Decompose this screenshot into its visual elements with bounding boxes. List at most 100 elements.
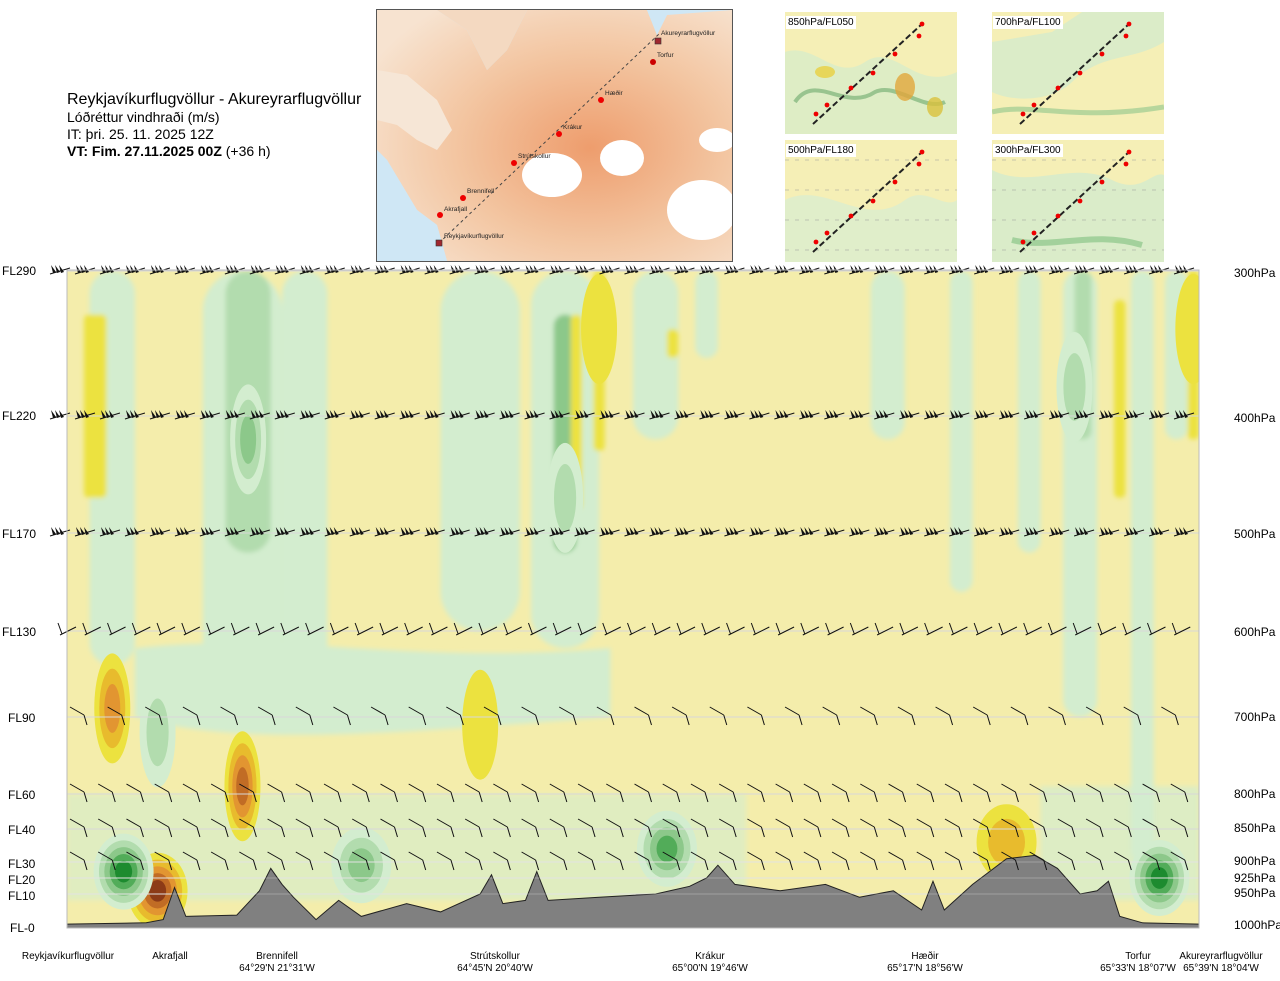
wind-barb <box>149 527 171 537</box>
wind-barb <box>380 851 398 871</box>
barb-pennant <box>150 410 156 418</box>
barb-pennant <box>575 410 581 418</box>
barb-pennant <box>325 265 331 273</box>
barb-pennant <box>450 265 456 273</box>
station-name: Akureyrarflugvöllur <box>1179 951 1263 962</box>
barb-shaft <box>374 267 395 275</box>
inset-700hpa[interactable]: 700hPa/FL100 <box>992 12 1164 134</box>
barb-shaft <box>803 783 819 793</box>
barb-pennant <box>179 265 185 273</box>
station-label: Reykjavíkurflugvöllur <box>22 951 114 963</box>
barb-shaft <box>916 818 931 828</box>
barb-pennant <box>633 410 639 418</box>
barb-flag <box>760 791 765 803</box>
wind-barb <box>577 851 596 871</box>
barb-shaft <box>524 267 545 275</box>
barb-flag <box>732 826 737 838</box>
barb-flag <box>563 791 568 803</box>
wind-barb <box>948 622 968 636</box>
barb-shaft <box>333 706 348 716</box>
wind-barb <box>257 706 276 726</box>
barb-pennant <box>733 265 739 273</box>
barb-shaft <box>634 783 649 793</box>
barb-shaft <box>210 851 226 861</box>
barb-flag <box>1184 859 1189 871</box>
barb-shaft <box>408 706 423 716</box>
barb-pennant <box>51 265 56 273</box>
wind-barb <box>824 527 845 537</box>
barb-pennant <box>850 410 856 418</box>
barb-pennant <box>304 410 310 418</box>
wind-barb <box>1114 818 1132 838</box>
barb-flag <box>196 791 201 803</box>
barb-pennant <box>658 410 664 418</box>
barb-pennant <box>1179 527 1185 535</box>
barb-pennant <box>529 410 535 418</box>
wind-barb <box>747 706 765 726</box>
downdraft-cell <box>230 384 267 495</box>
inset-300hpa[interactable]: 300hPa/FL300 <box>992 140 1164 262</box>
barb-shaft <box>74 529 96 537</box>
barb-pennant <box>883 410 889 418</box>
barb-flag <box>422 791 427 803</box>
barb-pennant <box>429 527 435 535</box>
barb-pennant <box>225 410 231 418</box>
barb-pennant <box>1029 410 1035 418</box>
wind-barb <box>674 265 695 275</box>
wind-barb <box>1148 527 1170 537</box>
barb-flag <box>1147 622 1152 635</box>
barb-flag <box>1099 826 1104 838</box>
wind-barb <box>1097 622 1117 636</box>
barb-flag <box>365 826 370 838</box>
barb-pennant <box>158 410 164 418</box>
barb-shaft <box>69 706 85 716</box>
barb-pennant <box>554 527 560 535</box>
barb-flag <box>760 826 765 838</box>
downdraft-streak <box>1131 271 1154 862</box>
barb-shaft <box>831 818 847 828</box>
barb-pennant <box>300 527 306 535</box>
wind-barb <box>493 783 511 803</box>
wind-barb <box>599 527 620 537</box>
barb-shaft <box>724 267 745 275</box>
barb-pennant <box>650 527 656 535</box>
map-label-reykjavik: Reykjavíkurflugvöllur <box>444 233 505 240</box>
barb-flag <box>393 859 398 871</box>
barb-pennant <box>554 265 560 273</box>
barb-shaft <box>59 626 77 636</box>
barb-pennant <box>954 410 960 418</box>
wind-barb <box>1171 622 1191 636</box>
barb-flag <box>309 859 314 871</box>
barb-pennant <box>1054 410 1060 418</box>
barb-pennant <box>983 265 989 273</box>
inset-500hpa[interactable]: 500hPa/FL180 <box>785 140 957 262</box>
barb-shaft <box>239 818 254 828</box>
barb-pennant <box>304 527 310 535</box>
wind-barb <box>724 410 745 420</box>
wind-barb <box>1048 706 1066 726</box>
barb-pennant <box>125 265 131 273</box>
barb-shaft <box>436 818 452 828</box>
wind-barb <box>424 265 445 275</box>
barb-flag <box>168 826 173 838</box>
barb-pennant <box>1008 527 1014 535</box>
barb-pennant <box>1125 410 1131 418</box>
barb-pennant <box>804 527 810 535</box>
wind-barb <box>1147 622 1166 636</box>
barb-flag <box>354 622 360 635</box>
updraft-contour <box>462 669 499 780</box>
barb-shaft <box>299 529 320 537</box>
wind-barb <box>1114 851 1132 871</box>
wind-barb <box>831 851 850 871</box>
barb-shaft <box>1173 412 1195 420</box>
wind-barb <box>374 410 395 420</box>
inset-300hpa-map <box>992 140 1164 262</box>
barb-pennant <box>529 527 535 535</box>
barb-flag <box>497 714 502 726</box>
station-label: Akureyrarflugvöllur 65°39'N 18°04'W <box>1179 951 1262 975</box>
barb-shaft <box>499 267 520 275</box>
inset-850hpa[interactable]: 850hPa/FL050 <box>785 12 957 134</box>
updraft-cell <box>94 653 131 764</box>
wind-barb <box>449 410 470 420</box>
barb-shaft <box>747 783 762 793</box>
